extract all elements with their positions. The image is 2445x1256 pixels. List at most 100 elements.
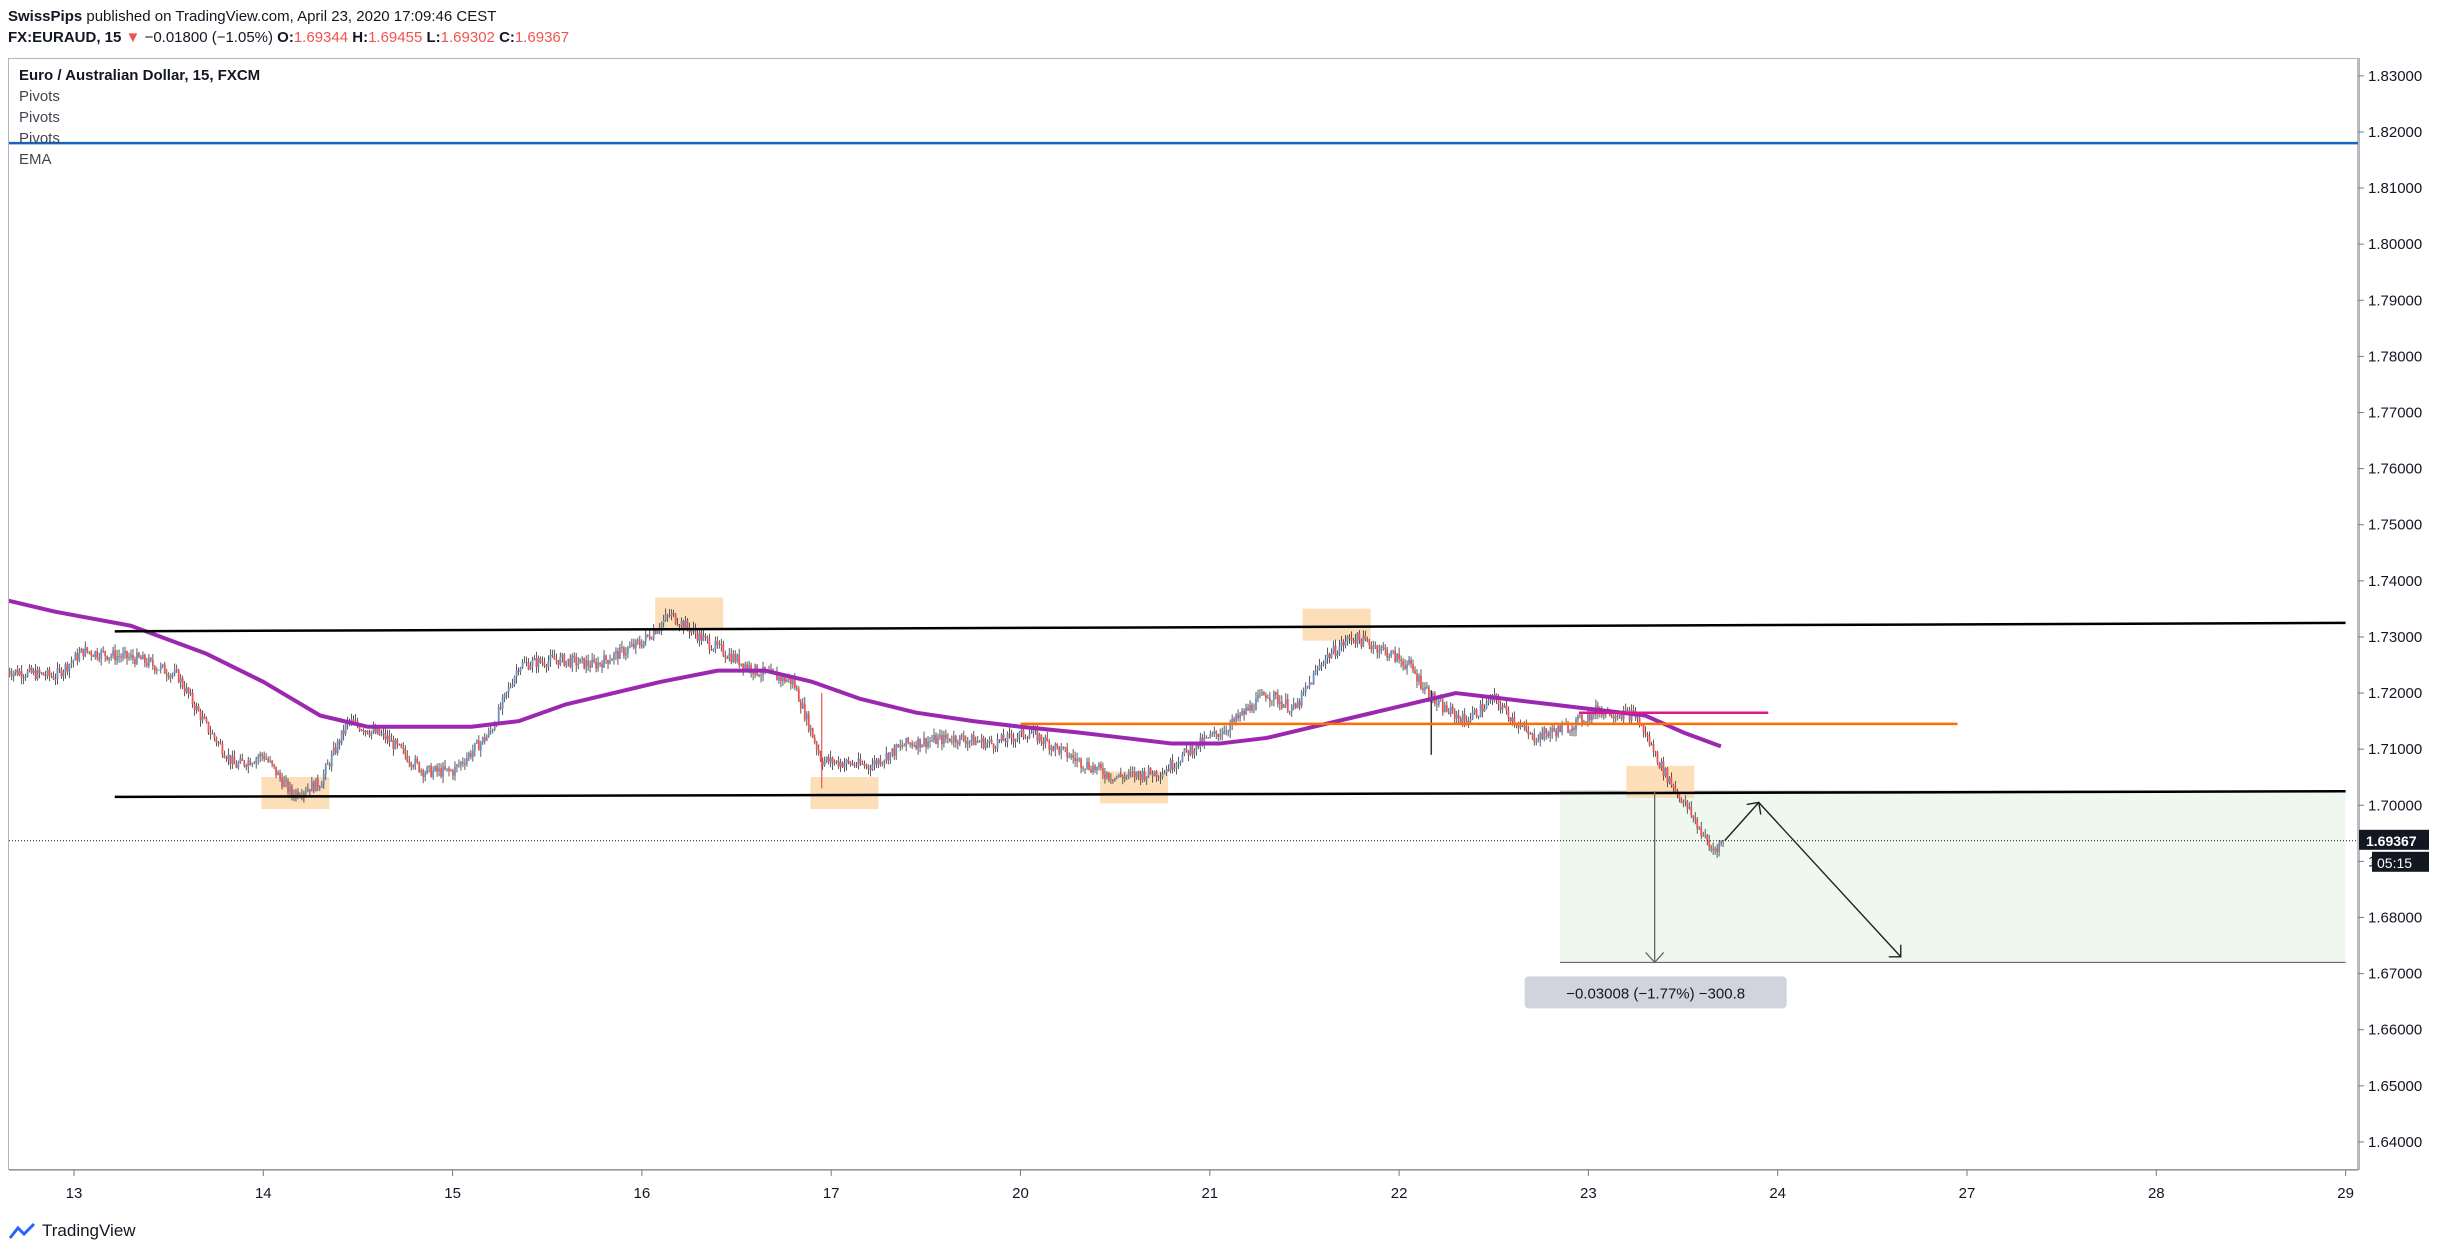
candle-down xyxy=(58,668,61,670)
candle-up xyxy=(467,753,470,758)
legend-indicator-pivots-2[interactable]: Pivots xyxy=(19,109,60,126)
legend-indicator-ema[interactable]: EMA xyxy=(19,151,52,168)
legend-title[interactable]: Euro / Australian Dollar, 15, FXCM xyxy=(19,67,261,84)
candle-down xyxy=(1674,787,1677,792)
candle-up xyxy=(835,760,838,763)
candle-down xyxy=(595,661,597,669)
candle-up xyxy=(1437,700,1440,705)
candle-up xyxy=(597,662,599,669)
candle-up xyxy=(881,762,884,765)
candle-up xyxy=(390,739,393,742)
candle-up xyxy=(285,780,287,782)
candle-up xyxy=(493,725,496,731)
candle-up xyxy=(845,759,848,765)
candle-down xyxy=(813,737,816,743)
footer-brand[interactable]: TradingView xyxy=(42,1221,136,1240)
candle-down xyxy=(398,744,401,745)
candle-up xyxy=(1614,715,1617,719)
candle-down xyxy=(1690,806,1693,816)
candle-up xyxy=(501,697,504,709)
candle-down xyxy=(636,640,639,642)
candle-up xyxy=(471,750,474,757)
candle-down xyxy=(1187,750,1190,756)
candle-down xyxy=(1545,728,1548,734)
candle-down xyxy=(209,732,212,735)
candle-down xyxy=(88,651,91,653)
y-tick-label: 1.77000 xyxy=(2368,405,2422,422)
published-text: published on TradingView.com, April 23, … xyxy=(86,8,497,25)
candle-down xyxy=(1394,650,1397,662)
candle-down xyxy=(1712,848,1715,850)
candle-down xyxy=(120,656,122,658)
tradingview-logo-icon[interactable] xyxy=(8,1222,36,1240)
candle-down xyxy=(243,760,246,766)
author-name[interactable]: SwissPips xyxy=(8,8,83,25)
candle-up xyxy=(630,643,633,647)
candle-down xyxy=(1404,665,1406,669)
candle-down xyxy=(539,658,542,663)
candle-up xyxy=(718,643,721,645)
candle-up xyxy=(122,653,124,658)
candle-down xyxy=(710,649,713,651)
candle-down xyxy=(66,664,69,672)
candle-up xyxy=(509,686,512,688)
candle-up xyxy=(479,742,482,751)
candle-down xyxy=(436,766,438,772)
legend-indicator-pivots-3[interactable]: Pivots xyxy=(19,130,60,147)
candle-up xyxy=(905,737,908,746)
candle-up xyxy=(670,613,673,616)
candle-down xyxy=(1662,761,1665,776)
candle-down xyxy=(1094,766,1096,771)
candle-down xyxy=(1171,760,1174,770)
candle-up xyxy=(1084,768,1086,770)
candle-up xyxy=(609,660,611,664)
candle-down xyxy=(819,753,822,761)
candle-up xyxy=(269,760,272,762)
candle-down xyxy=(623,647,625,656)
candle-down xyxy=(859,758,862,764)
candle-up xyxy=(169,674,172,678)
plot-area[interactable] xyxy=(7,141,2358,964)
candle-up xyxy=(937,737,939,744)
candle-up xyxy=(625,653,627,656)
candle-down xyxy=(1410,659,1412,665)
candle-down xyxy=(1109,779,1112,780)
candle-up xyxy=(549,654,552,661)
candle-up xyxy=(1020,729,1023,732)
candle-down xyxy=(734,654,737,662)
candle-down xyxy=(1696,819,1699,829)
candle-up xyxy=(14,669,17,673)
candle-up xyxy=(217,742,220,744)
candle-up xyxy=(579,658,582,664)
candle-down xyxy=(1024,737,1027,739)
candle-down xyxy=(1294,703,1297,708)
candle-down xyxy=(249,760,252,766)
candle-up xyxy=(628,646,631,648)
legend-indicator-pivots-1[interactable]: Pivots xyxy=(19,88,60,105)
candle-down xyxy=(855,765,858,767)
candle-up xyxy=(728,653,731,659)
candle-down xyxy=(1581,714,1583,723)
candle-up xyxy=(428,765,431,767)
candle-down xyxy=(776,672,778,681)
candle-down xyxy=(374,728,377,734)
candle-up xyxy=(497,707,500,724)
measure-label-box xyxy=(1524,976,1787,1009)
candle-up xyxy=(1147,767,1150,777)
candle-up xyxy=(1195,741,1198,751)
candle-down xyxy=(919,738,921,748)
candle-down xyxy=(650,638,653,640)
candle-up xyxy=(171,673,174,675)
candle-down xyxy=(1386,649,1389,658)
candle-up xyxy=(1115,777,1118,778)
candle-up xyxy=(1362,635,1365,647)
candle-down xyxy=(1137,771,1140,774)
candle-up xyxy=(857,758,860,766)
candle-down xyxy=(1439,700,1442,702)
candle-down xyxy=(1100,764,1102,769)
candle-up xyxy=(1284,699,1287,705)
candle-down xyxy=(811,728,814,738)
x-tick-label: 13 xyxy=(66,1185,83,1202)
candle-down xyxy=(265,758,268,760)
